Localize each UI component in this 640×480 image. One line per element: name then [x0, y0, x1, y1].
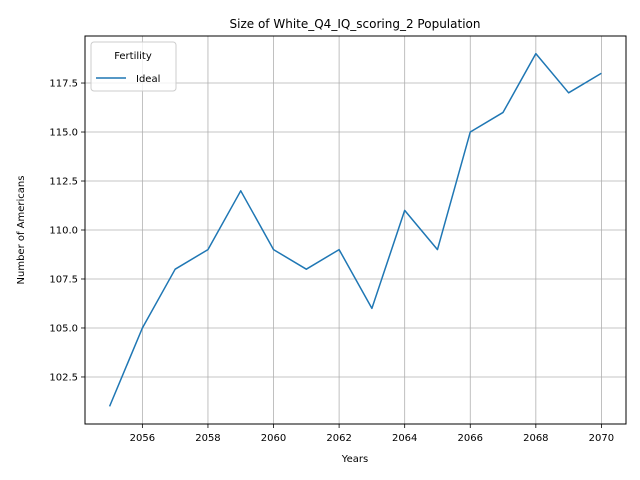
series-layer — [108, 52, 602, 407]
x-tick-label: 2064 — [392, 433, 417, 444]
chart-title: Size of White_Q4_IQ_scoring_2 Population — [230, 17, 481, 31]
y-tick-label: 115.0 — [49, 128, 78, 139]
x-tick-label: 2060 — [261, 433, 286, 444]
y-axis-ticks: 102.5 105.0 107.5 110.0 112.5 115.0 117.5 — [49, 79, 85, 383]
y-tick-label: 107.5 — [49, 274, 78, 285]
legend-title: Fertility — [114, 51, 152, 62]
x-tick-label: 2068 — [523, 433, 548, 444]
legend: Fertility Ideal — [90, 41, 177, 92]
x-tick-label: 2066 — [458, 433, 483, 444]
y-tick-label: 110.0 — [49, 226, 78, 237]
y-tick-label: 117.5 — [49, 79, 78, 90]
y-tick-label: 105.0 — [49, 323, 78, 334]
y-tick-label: 102.5 — [49, 372, 78, 383]
x-tick-label: 2062 — [326, 433, 351, 444]
y-axis-label: Number of Americans — [16, 176, 27, 285]
x-tick-label: 2056 — [130, 433, 155, 444]
legend-label-ideal: Ideal — [136, 74, 160, 85]
x-tick-label: 2070 — [589, 433, 614, 444]
legend-box — [90, 41, 177, 92]
series-line-ideal — [108, 52, 602, 407]
x-tick-label: 2058 — [195, 433, 220, 444]
y-tick-label: 112.5 — [49, 177, 78, 188]
x-axis-ticks: 2056 2058 2060 2062 2064 2066 2068 2070 — [130, 424, 614, 444]
x-axis-label: Years — [341, 454, 368, 465]
